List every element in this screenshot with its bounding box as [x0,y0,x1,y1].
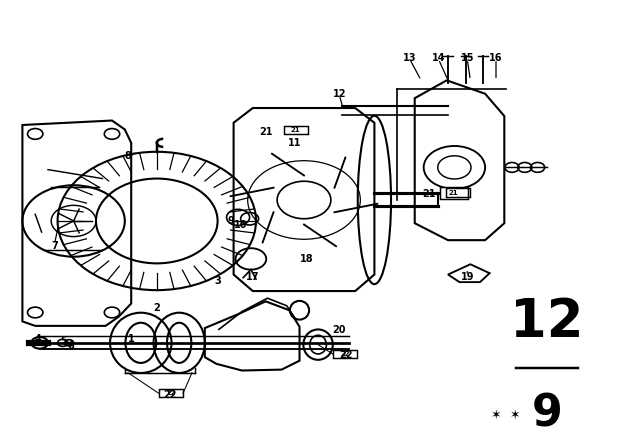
Text: 14: 14 [431,53,445,63]
Text: 8: 8 [125,151,131,161]
Text: 9: 9 [227,216,234,226]
Text: 22: 22 [339,350,353,360]
Text: 21: 21 [259,127,273,137]
Text: ✶: ✶ [491,409,501,422]
Text: 13: 13 [403,53,417,63]
Text: 20: 20 [332,325,346,336]
Text: 6: 6 [67,341,74,351]
Text: 18: 18 [300,254,314,264]
Bar [159,389,183,397]
Text: 4: 4 [35,334,42,344]
Text: 22: 22 [163,390,177,400]
Text: 9: 9 [532,393,563,436]
Text: ✶: ✶ [510,409,520,422]
Text: 1: 1 [128,334,134,344]
Text: 22: 22 [340,351,349,357]
Text: 2: 2 [154,303,160,313]
Text: 3: 3 [214,276,221,286]
Text: 12: 12 [511,296,584,348]
Text: 12: 12 [332,89,346,99]
Text: 19: 19 [460,272,474,282]
Bar [284,126,308,134]
FancyBboxPatch shape [440,187,468,198]
Text: 10: 10 [234,220,248,230]
Text: 22: 22 [166,390,175,396]
Text: 11: 11 [287,138,301,148]
Text: 21: 21 [291,127,301,133]
Text: 17: 17 [246,272,260,282]
Bar [446,188,470,197]
Text: 21: 21 [422,189,436,199]
Text: 7: 7 [51,241,58,250]
Bar [333,350,357,358]
Text: 21: 21 [449,190,459,196]
Text: 5: 5 [61,336,67,346]
Text: 16: 16 [489,53,503,63]
Text: 15: 15 [460,53,474,63]
